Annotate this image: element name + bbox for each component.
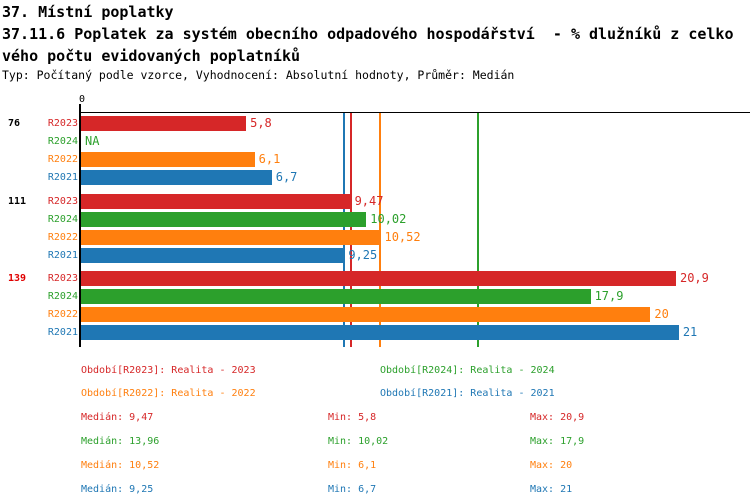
stat-min-R2022: Min: 6,1 [328,460,377,471]
bar-R2023 [81,116,247,131]
bar-R2023 [81,271,676,286]
bar-value-label: 20 [654,307,669,321]
stat-median-R2022: Medián: 10,52 [81,460,160,471]
median-line-R2022 [379,113,382,347]
bar-R2023 [81,194,351,209]
row-label-R2022: R2022 [47,309,78,320]
bar-value-label: 9,25 [348,248,378,262]
row-label-R2022: R2022 [47,232,78,243]
report-section-title: 37. Místní poplatky [2,3,174,21]
stat-min-R2023: Min: 5,8 [328,412,377,423]
bar-R2022 [81,152,255,167]
stat-max-R2024: Max: 17,9 [530,436,585,447]
bar-value-label: 5,8 [250,116,272,130]
legend-item-R2023: Období[R2023]: Realita - 2023 [81,365,256,376]
group-label: 111 [8,196,27,207]
bar-R2024 [81,289,591,304]
stat-min-R2024: Min: 10,02 [328,436,389,447]
y-axis-line [79,104,81,347]
legend-item-R2021: Období[R2021]: Realita - 2021 [380,388,555,399]
group-label: 139 [8,273,27,284]
legend-item-R2024: Období[R2024]: Realita - 2024 [380,365,555,376]
bar-value-label: 17,9 [594,289,624,303]
bar-value-label: 9,47 [354,194,384,208]
stat-median-R2021: Medián: 9,25 [81,484,154,495]
stat-max-R2023: Max: 20,9 [530,412,585,423]
stat-min-R2021: Min: 6,7 [328,484,377,495]
bar-value-label: NA [85,134,100,148]
row-label-R2023: R2023 [47,273,78,284]
legend-item-R2022: Období[R2022]: Realita - 2022 [81,388,256,399]
stat-median-R2023: Medián: 9,47 [81,412,154,423]
bar-value-label: 6,7 [275,170,298,184]
bar-R2022 [81,307,651,322]
row-label-R2021: R2021 [47,250,78,261]
indicator-title-line2: vého počtu evidovaných poplatníků [2,47,301,65]
stat-max-R2022: Max: 20 [530,460,573,471]
row-label-R2021: R2021 [47,327,78,338]
row-label-R2024: R2024 [47,136,78,147]
row-label-R2021: R2021 [47,172,78,183]
row-label-R2023: R2023 [47,118,78,129]
stat-median-R2024: Medián: 13,96 [81,436,160,447]
row-label-R2023: R2023 [47,196,78,207]
row-label-R2024: R2024 [47,291,78,302]
median-line-R2024 [477,113,480,347]
bar-value-label: 10,02 [370,212,407,226]
bar-R2021 [81,248,345,263]
bar-R2021 [81,325,679,340]
bar-value-label: 20,9 [679,271,709,285]
row-label-R2024: R2024 [47,214,78,225]
group-label: 76 [8,118,21,129]
stat-max-R2021: Max: 21 [530,484,573,495]
indicator-meta: Typ: Počítaný podle vzorce, Vyhodnocení:… [2,68,515,82]
indicator-title-line1: 37.11.6 Poplatek za systém obecního odpa… [2,25,734,43]
bar-R2024 [81,212,367,227]
x-axis-zero-label: 0 [78,94,86,105]
bar-R2021 [81,170,272,185]
x-axis-line [81,112,750,113]
row-label-R2022: R2022 [47,154,78,165]
bar-R2022 [81,230,381,245]
bar-value-label: 21 [682,325,698,339]
bar-value-label: 6,1 [258,152,281,166]
bar-value-label: 10,52 [384,230,421,244]
